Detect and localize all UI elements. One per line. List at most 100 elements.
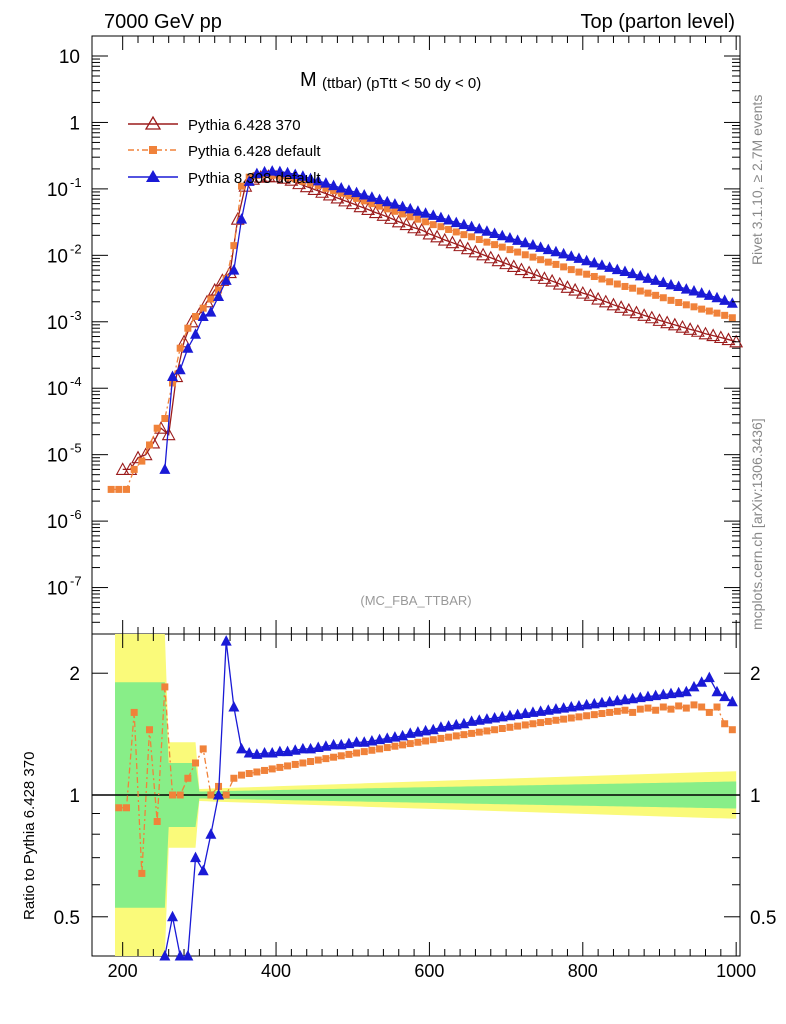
ratio-point — [611, 694, 623, 706]
ratio-point — [719, 690, 731, 702]
data-point — [460, 241, 475, 255]
data-point — [184, 324, 192, 332]
data-point — [406, 213, 414, 221]
ratio-point — [138, 869, 146, 877]
data-point — [115, 485, 123, 493]
ratio-point — [383, 744, 391, 752]
data-point — [483, 250, 498, 264]
data-point — [468, 233, 476, 241]
ratio-point — [667, 705, 675, 713]
ratio-point — [276, 763, 284, 771]
data-point — [282, 166, 294, 178]
data-point — [698, 305, 706, 313]
y-tick-exponent: -7 — [70, 574, 82, 589]
data-point — [475, 236, 483, 244]
data-point — [642, 272, 654, 283]
y-tick-exponent: -1 — [70, 175, 82, 190]
data-point — [675, 320, 690, 333]
legend-item-p8: Pythia 8.308 default — [128, 170, 321, 187]
data-point — [190, 328, 202, 339]
ratio-point — [673, 686, 685, 698]
ratio-point — [711, 685, 723, 697]
data-point — [483, 238, 491, 246]
ratio-point — [268, 765, 276, 773]
data-point — [657, 276, 669, 288]
ratio-point — [412, 726, 424, 737]
data-point — [458, 218, 470, 230]
data-point — [542, 243, 554, 255]
data-point — [690, 324, 705, 337]
data-point — [703, 289, 715, 300]
data-point — [383, 205, 391, 213]
data-point — [435, 211, 447, 223]
data-point — [629, 284, 637, 292]
x-tick-label: 600 — [414, 961, 444, 981]
data-point — [527, 239, 539, 250]
data-point — [153, 424, 161, 432]
y-tick-label: 10 — [47, 313, 68, 334]
ratio-point — [521, 721, 529, 729]
data-point — [407, 220, 422, 234]
ratio-point — [220, 635, 232, 646]
data-point — [728, 314, 736, 322]
ratio-point — [665, 687, 677, 699]
data-point — [297, 170, 309, 181]
data-point — [629, 305, 644, 319]
data-point — [238, 182, 246, 190]
data-point — [544, 258, 552, 266]
ratio-point — [230, 774, 238, 782]
ratio-point — [527, 706, 539, 717]
plot-title-sub: (ttbar) (pTtt < 50 dy < 0) — [322, 75, 481, 92]
data-point — [450, 216, 462, 228]
y-tick-label: 10 — [47, 512, 68, 533]
ratio-point — [320, 740, 332, 751]
data-point — [236, 213, 248, 224]
data-point — [481, 225, 493, 236]
data-point — [259, 165, 271, 177]
ratio-point — [542, 704, 554, 715]
data-point — [550, 245, 562, 257]
data-point — [512, 234, 524, 245]
data-point — [627, 267, 639, 279]
legend: Pythia 6.428 370 Pythia 6.428 default Py… — [128, 115, 321, 187]
data-point — [719, 294, 731, 305]
ratio-point — [567, 714, 575, 722]
data-point — [397, 200, 409, 212]
data-point — [713, 330, 728, 344]
ratio-point — [629, 708, 637, 716]
ratio-point — [688, 680, 700, 692]
data-point — [659, 294, 667, 302]
ratio-point — [176, 791, 184, 799]
data-point — [537, 271, 552, 284]
x-tick-label: 800 — [568, 961, 598, 981]
ratio-point — [236, 742, 248, 754]
data-point — [374, 193, 386, 205]
data-point — [721, 311, 729, 319]
ratio-point — [376, 745, 384, 753]
data-point — [343, 184, 355, 195]
ratio-series-1 — [159, 635, 738, 961]
data-point — [473, 222, 485, 234]
series-line-0 — [122, 175, 737, 471]
ratio-point — [146, 726, 154, 734]
ratio-point — [251, 748, 263, 759]
data-point — [652, 291, 660, 299]
mcplots-label: mcplots.cern.ch [arXiv:1306.3436] — [749, 418, 765, 630]
y-tick-exponent: -3 — [70, 308, 82, 323]
legend-item-pdef: Pythia 6.428 default — [128, 143, 321, 160]
data-point — [205, 306, 217, 317]
y-tick-label: 10 — [47, 379, 68, 400]
ratio-point — [713, 703, 721, 711]
ratio-point — [274, 745, 286, 757]
ratio-y-tick-label: 1 — [69, 786, 80, 807]
data-point — [276, 172, 284, 180]
legend-item-p370: Pythia 6.428 370 — [128, 115, 301, 134]
data-point — [644, 310, 659, 324]
ratio-point — [573, 699, 585, 711]
ratio-point — [182, 950, 194, 961]
ratio-point — [682, 704, 690, 712]
data-point — [496, 229, 508, 241]
data-point — [123, 485, 131, 493]
